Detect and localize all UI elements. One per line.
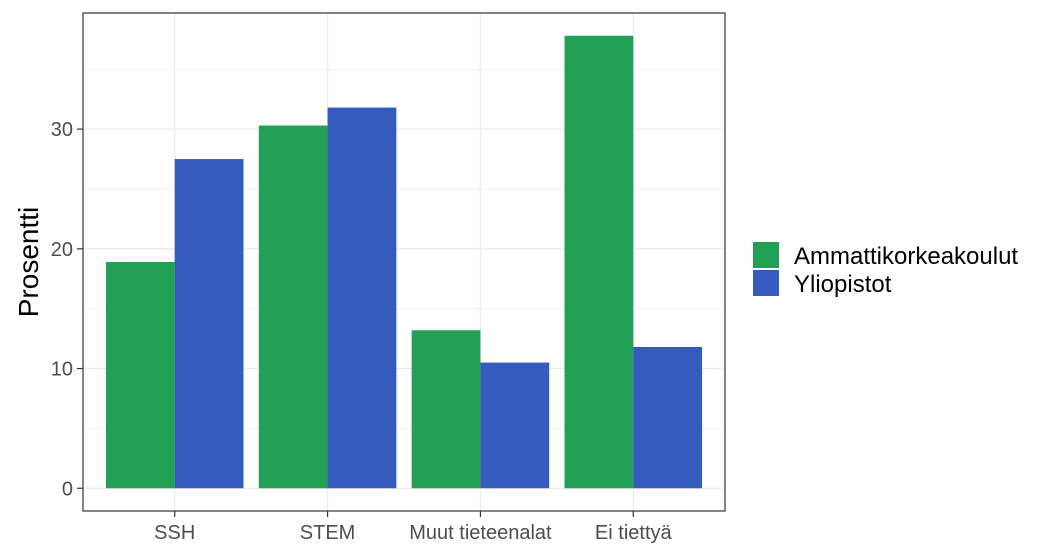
bar [105,262,175,489]
y-tick-label: 30 [51,119,73,141]
y-tick-label: 20 [51,239,73,261]
bar [411,330,481,489]
legend-swatch [753,270,779,296]
bars [105,35,703,489]
legend-label: Ammattikorkeakoulut [794,243,1018,270]
bar [480,362,550,489]
bar [258,125,328,489]
x-tick-label: Ei tiettyä [595,522,673,544]
legend-swatch [753,242,779,268]
bar [633,346,703,489]
y-axis: 0 10 20 30 [51,119,83,500]
x-tick-label: SSH [154,522,195,544]
y-axis-title: Prosentti [13,207,44,318]
bar [327,107,397,489]
bar [174,159,244,489]
x-tick-label: STEM [300,522,356,544]
y-tick-label: 0 [62,478,73,500]
y-tick-label: 10 [51,359,73,381]
legend-label: Yliopistot [794,271,892,298]
bar [564,35,634,489]
x-tick-label: Muut tieteenalat [409,522,552,544]
x-axis: SSH STEM Muut tieteenalat Ei tiettyä [154,511,673,544]
plot-border [82,12,726,512]
